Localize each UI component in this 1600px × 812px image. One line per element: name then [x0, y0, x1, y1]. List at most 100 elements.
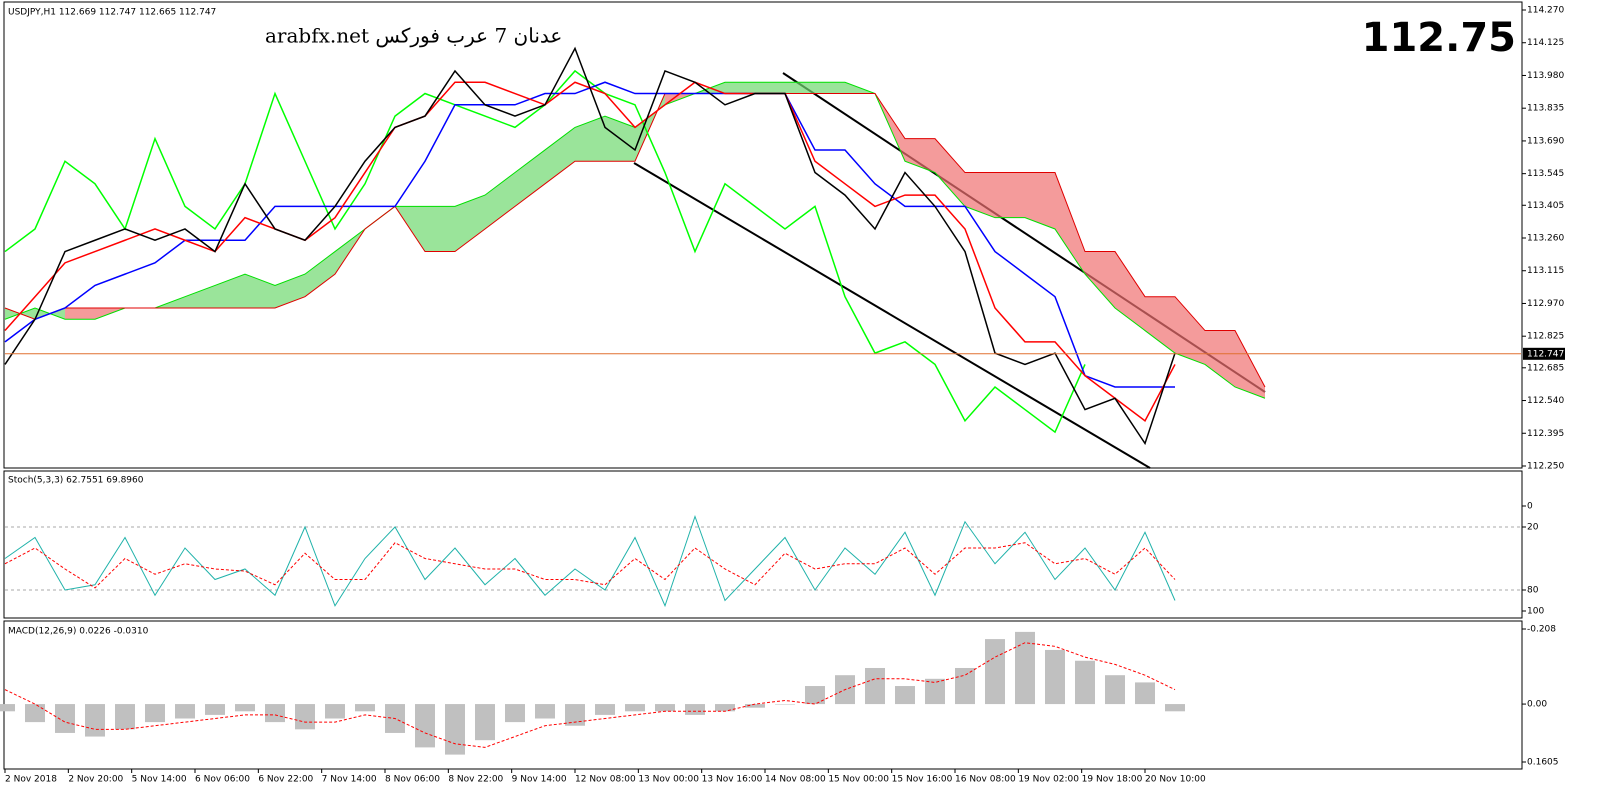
cloud-segment [65, 307, 95, 320]
span-b-line [4, 93, 1266, 388]
stoch-panel-frame [3, 470, 1523, 619]
macd-bar [1135, 682, 1155, 705]
y-tick-label: 20 [1527, 523, 1539, 533]
cloud-segment [785, 82, 815, 94]
macd-bar [865, 667, 885, 705]
macd-bar [55, 704, 75, 733]
x-tick-label: 6 Nov 06:00 [195, 775, 250, 785]
cloud-segment [305, 251, 335, 297]
price-line [4, 46, 1176, 446]
cloud-segment [1025, 172, 1055, 229]
macd-bar [715, 704, 735, 712]
symbol-line: USDJPY,H1 112.669 112.747 112.665 112.74… [8, 8, 216, 18]
x-tick-label: 12 Nov 08:00 [575, 775, 636, 785]
cloud-segment [545, 127, 575, 184]
cloud-segment [1115, 251, 1145, 331]
macd-bar [85, 704, 105, 737]
stoch-signal [4, 542, 1176, 589]
y-tick-label: 112.250 [1527, 462, 1564, 472]
x-tick-label: 2 Nov 20:00 [68, 775, 123, 785]
x-tick-label: 8 Nov 06:00 [385, 775, 440, 785]
y-tick-label: 113.545 [1527, 169, 1564, 179]
macd-bar [775, 704, 795, 705]
macd-label: MACD(12,26,9) 0.0226 -0.0310 [8, 627, 149, 637]
macd-bar [0, 704, 15, 712]
y-tick-label: 113.690 [1527, 136, 1564, 146]
y-tick-label: 112.395 [1527, 429, 1564, 439]
macd-bar [595, 704, 615, 715]
price-panel-frame [3, 1, 1523, 469]
x-tick-label: 20 Nov 10:00 [1145, 775, 1206, 785]
macd-bar [955, 667, 975, 705]
macd-bar [505, 704, 525, 723]
cloud-segment [815, 82, 845, 94]
cloud-segment [725, 82, 755, 94]
macd-bar [355, 704, 375, 712]
macd-bar [295, 704, 315, 730]
y-tick-label: 0.1605 [1527, 758, 1559, 768]
macd-bar [145, 704, 165, 723]
stoch-label: Stoch(5,3,3) 62.7551 69.8960 [8, 476, 144, 486]
y-tick-label: 113.115 [1527, 266, 1564, 276]
cloud-segment [425, 206, 455, 252]
macd-bar [1045, 649, 1065, 705]
y-tick-label: 113.405 [1527, 201, 1564, 211]
y-tick-label: 113.980 [1527, 71, 1564, 81]
macd-bar [745, 704, 765, 708]
x-tick-label: 13 Nov 00:00 [638, 775, 699, 785]
macd-bar [25, 704, 45, 723]
x-tick-label: 19 Nov 18:00 [1082, 775, 1143, 785]
macd-bar [895, 686, 915, 705]
macd-bar [985, 639, 1005, 705]
cloud-segment [1235, 330, 1265, 399]
macd-bar [655, 704, 675, 712]
macd-bar [415, 704, 435, 748]
cloud-segment [485, 172, 515, 229]
macd-panel-frame [3, 620, 1523, 770]
macd-bar [175, 704, 195, 719]
macd-bar [685, 704, 705, 715]
cloud-segment [1175, 296, 1205, 365]
stoch-main [4, 514, 1176, 608]
macd-bar [445, 704, 465, 755]
cloud-segment [935, 138, 965, 207]
y-tick-label: 112.970 [1527, 299, 1564, 309]
y-tick-label: 113.835 [1527, 104, 1564, 114]
cloud-segment [755, 82, 785, 94]
macd-bar [115, 704, 135, 730]
macd-bar [805, 686, 825, 705]
x-tick-label: 15 Nov 16:00 [892, 775, 953, 785]
y-tick-label: 0 [1527, 502, 1533, 512]
cloud-segment [1085, 251, 1115, 308]
macd-bar [565, 704, 585, 726]
y-tick-label: 100 [1527, 607, 1544, 617]
macd-signal [4, 642, 1176, 748]
x-tick-label: 7 Nov 14:00 [322, 775, 377, 785]
current-price-tag [1523, 347, 1565, 360]
y-tick-label: 0.00 [1527, 700, 1547, 710]
macd-bar [1075, 660, 1095, 705]
channel-line [633, 162, 1151, 469]
macd-bar [535, 704, 555, 719]
watermark: arabfx.net عدنان 7 عرب فوركس [265, 24, 562, 48]
current-price-label: 112.747 [1527, 349, 1564, 359]
cloud-segment [1145, 296, 1175, 354]
big-price: 112.75 [1362, 15, 1516, 61]
x-tick-label: 9 Nov 14:00 [512, 775, 567, 785]
macd-bar [1015, 631, 1035, 705]
macd-bar [1105, 675, 1125, 705]
macd-bar [265, 704, 285, 723]
cloud-segment [185, 285, 215, 308]
y-tick-label: 112.540 [1527, 396, 1564, 406]
cloud-segment [1205, 330, 1235, 387]
cloud-segment [995, 172, 1025, 218]
x-tick-label: 8 Nov 22:00 [448, 775, 503, 785]
cloud-segment [515, 149, 545, 207]
x-tick-label: 16 Nov 08:00 [955, 775, 1016, 785]
cloud-segment [1055, 172, 1085, 275]
x-tick-label: 5 Nov 14:00 [132, 775, 187, 785]
x-tick-label: 13 Nov 16:00 [702, 775, 763, 785]
x-tick-label: 2 Nov 2018 [5, 775, 57, 785]
